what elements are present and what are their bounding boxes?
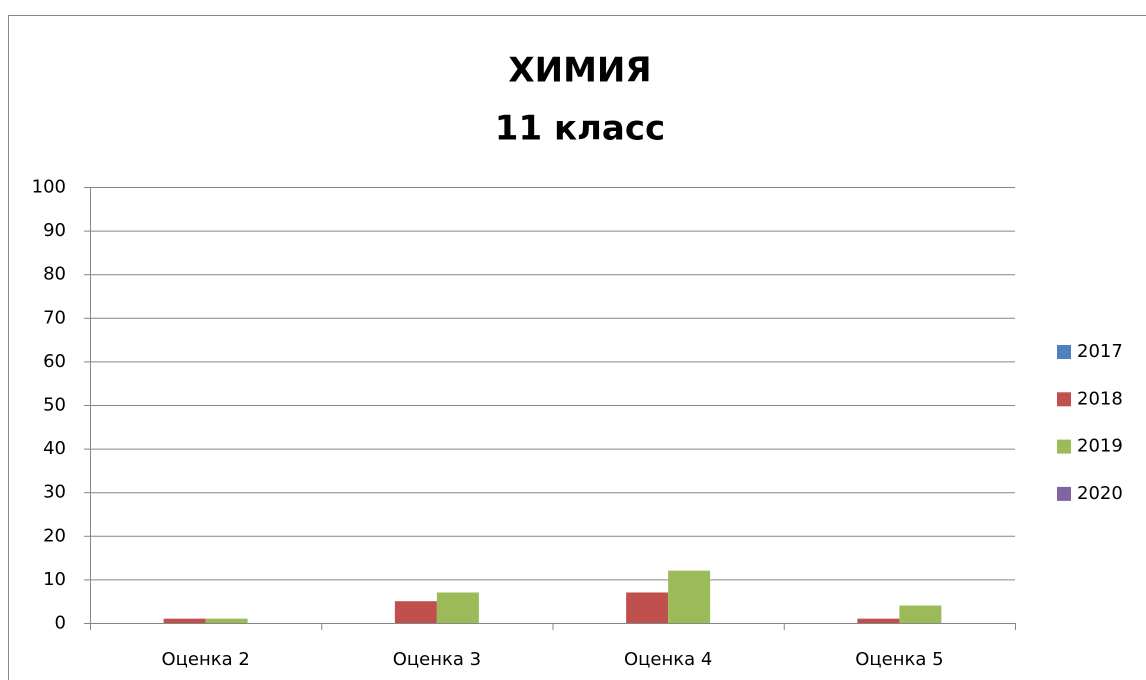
chart-title: ХИМИЯ: [508, 51, 651, 91]
legend-swatch: [1057, 345, 1071, 359]
bar: [163, 618, 206, 623]
y-tick-label: 60: [43, 351, 66, 372]
y-tick-label: 80: [43, 264, 66, 285]
y-tick-label: 10: [43, 569, 66, 590]
bar: [857, 618, 900, 623]
y-tick-label: 30: [43, 482, 66, 503]
y-tick-label: 50: [43, 395, 66, 416]
legend-label: 2017: [1077, 341, 1123, 362]
bar: [899, 605, 942, 623]
legend-label: 2019: [1077, 436, 1123, 457]
y-tick-label: 0: [55, 613, 66, 634]
legend-label: 2020: [1077, 483, 1123, 504]
x-tick-label: Оценка 3: [393, 649, 481, 670]
x-tick-label: Оценка 2: [161, 649, 249, 670]
bar: [626, 592, 669, 623]
y-tick-label: 70: [43, 307, 66, 328]
y-tick-label: 90: [43, 220, 66, 241]
legend-label: 2018: [1077, 388, 1123, 409]
bar: [668, 570, 711, 623]
legend-swatch: [1057, 439, 1071, 454]
legend-swatch: [1057, 486, 1071, 501]
x-tick-label: Оценка 5: [855, 649, 943, 670]
y-tick-label: 40: [43, 438, 66, 459]
bar: [436, 592, 479, 623]
bar: [394, 601, 437, 623]
y-tick-label: 20: [43, 525, 66, 546]
chart-frame: [8, 15, 1146, 680]
bar: [205, 618, 248, 623]
legend-swatch: [1057, 392, 1071, 407]
x-tick-label: Оценка 4: [624, 649, 712, 670]
chart-subtitle: 11 класс: [495, 109, 665, 149]
y-tick-label: 100: [32, 177, 66, 198]
